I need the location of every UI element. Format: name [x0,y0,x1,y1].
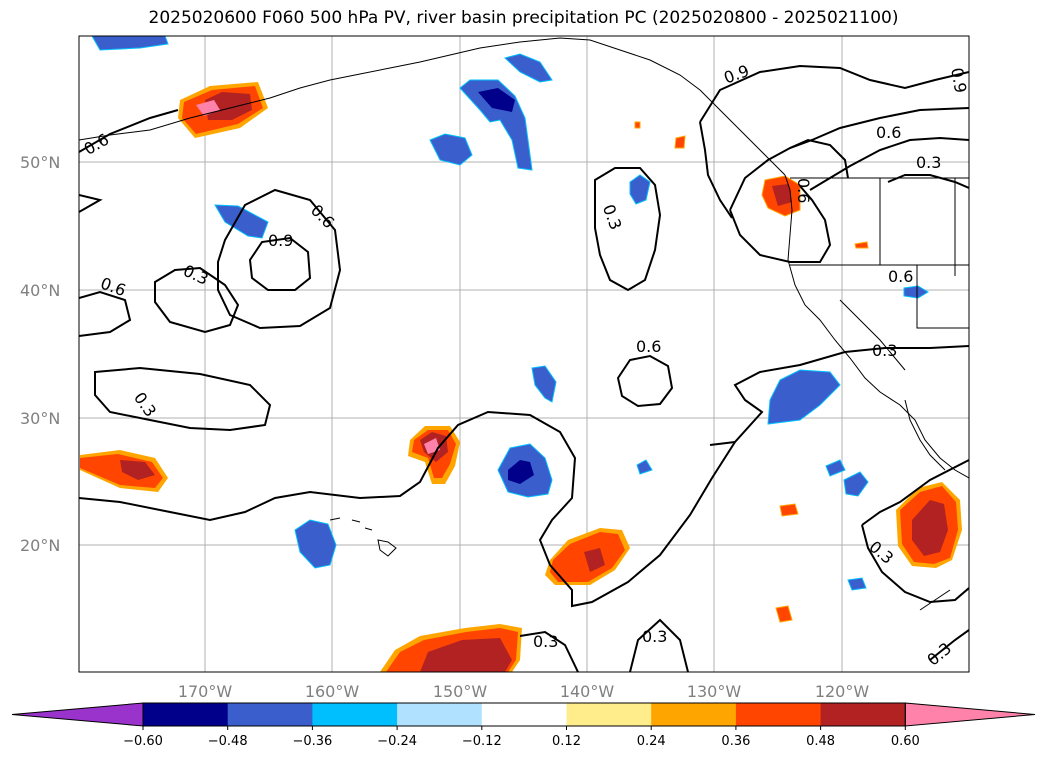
map-title: 2025020600 F060 500 hPa PV, river basin … [148,8,899,28]
precip-neg-blob [294,519,337,569]
colorbar [11,702,1036,727]
precip-neg-blob [636,459,653,475]
lon-label: 160°W [305,682,360,701]
contour-label: 0.3 [865,537,897,568]
precip-neg-blob [503,53,553,83]
colorbar-segment [481,703,567,726]
colorbar-tick-label: 0.48 [806,734,835,749]
contour-label: 0.3 [130,389,160,421]
pv-contours [79,64,969,672]
colorbar-tick-label: −0.36 [292,734,332,749]
colorbar-tick-label: −0.48 [208,734,248,749]
precip-neg-blob [629,174,651,205]
precip-pos-blob [779,503,799,517]
contour-label: 0.6 [81,130,113,159]
colorbar-segment [735,703,822,726]
colorbar-segment [143,703,229,726]
colorbar-segment [227,703,313,726]
lon-label: 120°W [815,682,870,701]
lon-label: 130°W [687,682,742,701]
contour-label: 0.3 [533,632,558,651]
colorbar-tick-label: 0.12 [552,734,581,749]
lat-label: 20°N [20,536,60,555]
precip-neg-blob [903,285,929,299]
coastlines [79,37,969,611]
lat-label: 30°N [20,409,60,428]
colorbar-tick-label: 0.60 [891,734,920,749]
precip-neg-blob [843,471,869,497]
precip-pos-blob [854,241,869,249]
contour-label: 0.6 [636,337,661,356]
contour-label: 0.6 [888,267,913,286]
map-area: 0.6 0.6 0.9 0.3 0.6 0.3 0.3 0.6 0.9 0.9 … [79,36,970,672]
lon-label: 170°W [178,682,233,701]
colorbar-frame [142,702,906,727]
contour-label: 0.9 [268,231,293,250]
precip-neg-blob [91,36,169,51]
contour-label: 0.3 [916,153,941,172]
contour-label: 0.6 [876,123,901,142]
lat-label: 50°N [20,153,60,172]
colorbar-tick-label: 0.36 [721,734,750,749]
lat-labels: 50°N 40°N 30°N 20°N [20,153,60,555]
colorbar-segment [312,703,398,726]
precip-neg-blob [847,577,867,591]
precip-neg-blob [825,459,846,477]
precip-neg-blob [429,133,473,166]
colorbar-extend-high [904,702,1036,727]
precip-neg-blob [767,369,841,425]
colorbar-tick-label: −0.60 [123,734,163,749]
colorbar-segment [397,703,483,726]
contour-label: 0.9 [947,66,970,94]
precip-neg-blob [531,365,557,403]
precip-pos-blob [674,135,686,149]
contour-label: 0.9 [721,61,751,88]
contour-label: 0.3 [599,202,626,232]
precip-neg-blob [214,204,269,239]
lon-label: 150°W [433,682,488,701]
colorbar-tick-label: 0.24 [637,734,666,749]
precip-pos-blob [775,605,793,623]
contour-label: 0.3 [872,341,897,360]
colorbar-segment [820,703,906,726]
precip-pos-blob [634,121,641,129]
colorbar-extend-low [11,702,144,727]
lon-label: 140°W [560,682,615,701]
contour-label: 0.3 [642,627,667,646]
contour-label: 0.6 [794,178,813,203]
colorbar-ticks: −0.60 −0.48 −0.36 −0.24 −0.12 0.12 0.24 0.36 0.4… [123,726,920,749]
colorbar-segment [566,703,652,726]
contour-label: 0.6 [98,274,128,301]
colorbar-tick-label: −0.24 [377,734,417,749]
lat-label: 40°N [20,281,60,300]
map-frame [78,35,970,673]
lon-labels: 170°W 160°W 150°W 140°W 130°W 120°W [178,682,870,701]
precip-blobs [80,36,962,672]
colorbar-segment [651,703,737,726]
contour-label: 0.3 [180,261,211,289]
colorbar-tick-label: −0.12 [462,734,502,749]
